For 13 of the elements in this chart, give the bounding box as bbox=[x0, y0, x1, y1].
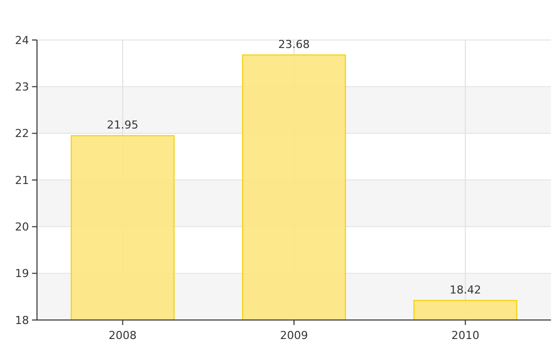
x-tick-label: 2009 bbox=[280, 329, 308, 342]
data-label: 18.42 bbox=[450, 283, 482, 296]
y-tick-label: 23 bbox=[15, 80, 29, 94]
y-tick-label: 18 bbox=[15, 314, 29, 327]
data-label: 21.95 bbox=[106, 118, 138, 132]
data-label: 23.68 bbox=[278, 38, 310, 51]
y-tick-label: 20 bbox=[15, 220, 29, 234]
y-tick-label: 21 bbox=[15, 174, 29, 187]
y-tick-label: 19 bbox=[15, 267, 29, 280]
x-tick-label: 2008 bbox=[108, 329, 137, 342]
x-tick-label: 2010 bbox=[451, 329, 480, 342]
y-tick-label: 22 bbox=[15, 127, 29, 140]
y-tick-label: 24 bbox=[15, 34, 29, 47]
